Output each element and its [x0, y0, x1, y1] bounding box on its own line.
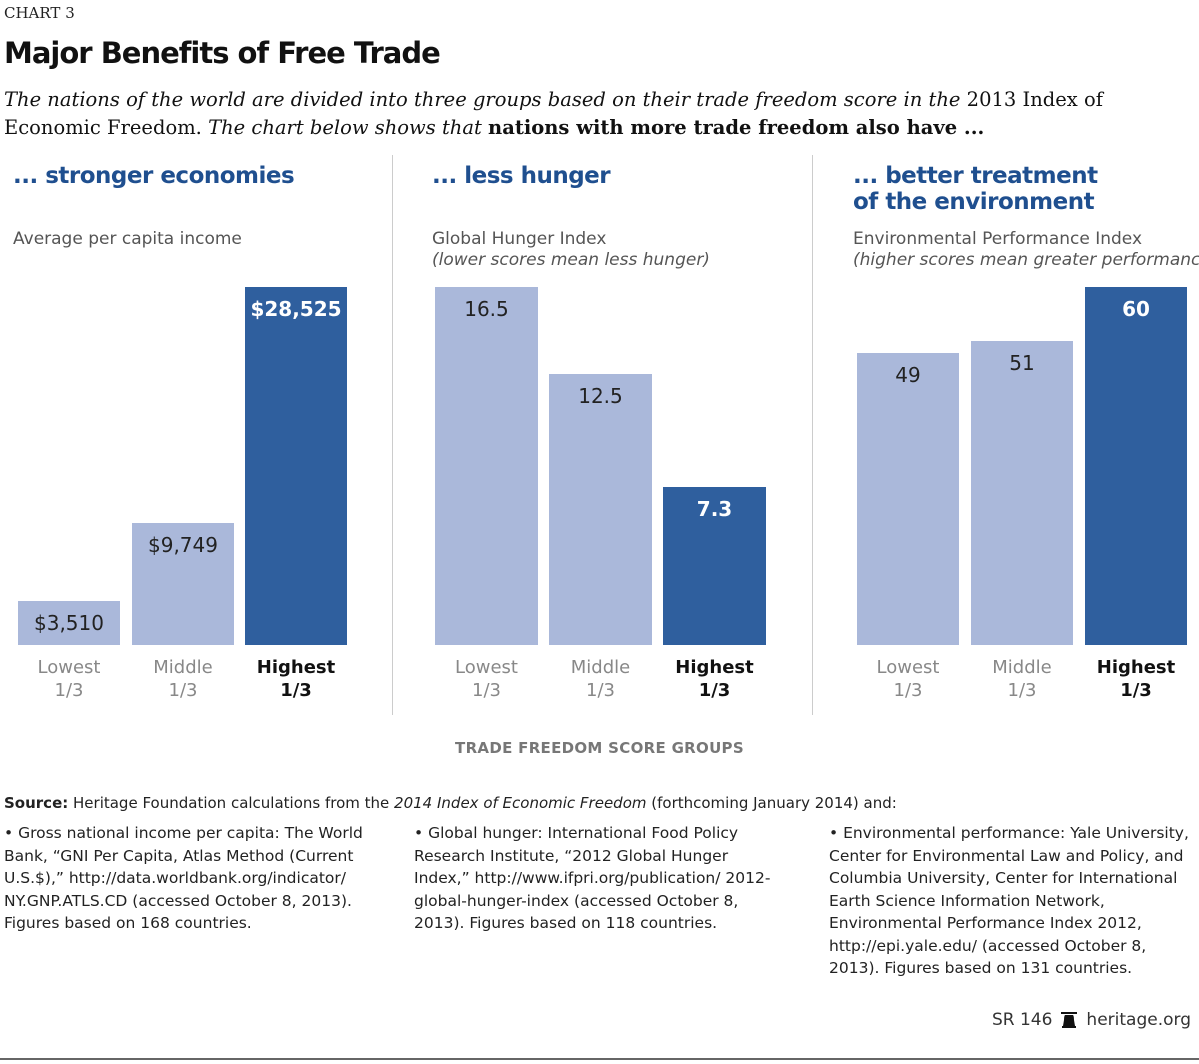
source-italic: 2014 Index of Economic Freedom [394, 794, 647, 812]
category-label: 1/3 [586, 680, 615, 701]
category-label: 1/3 [698, 680, 731, 701]
panel-title: ... stronger economies [13, 163, 295, 189]
liberty-bell-icon [1061, 1012, 1078, 1028]
report-number: SR 146 [991, 1010, 1053, 1030]
panel-measure: Global Hunger Index [432, 229, 607, 249]
bar-value-label: 12.5 [578, 383, 623, 408]
site-url: heritage.org [1086, 1010, 1191, 1030]
category-label: 1/3 [280, 680, 312, 701]
bar-income-1 [132, 522, 234, 645]
bar-value-label: $3,510 [34, 610, 104, 635]
source-note-hunger: • Global hunger: International Food Poli… [414, 824, 771, 932]
panel-measure: Environmental Performance Index [853, 229, 1143, 249]
source-text: (forthcoming January 2014) and: [646, 794, 897, 812]
panel-title: ... better treatment of the environment [853, 163, 1098, 215]
x-axis-label: TRADE FREEDOM SCORE GROUPS [455, 739, 744, 757]
chart-title: Major Benefits of Free Trade [4, 36, 441, 70]
bar-value-label: 49 [895, 362, 921, 387]
bar-value-label: 51 [1009, 350, 1035, 375]
bar-environment-1 [971, 340, 1073, 645]
category-label: 1/3 [1120, 680, 1152, 701]
panel-divider [392, 155, 393, 715]
bar-value-label: 16.5 [464, 297, 509, 321]
source-label: Source: [4, 794, 69, 812]
subtitle-part: The nations of the world are divided int… [4, 88, 967, 111]
source-note-environment: • Environmental performance: Yale Univer… [829, 824, 1189, 977]
source-line: Source: Heritage Foundation calculations… [4, 794, 897, 812]
category-label: Middle [570, 657, 631, 678]
bar-income-0 [18, 600, 120, 645]
bar-hunger-0 [435, 287, 538, 645]
bar-environment-2 [1085, 287, 1187, 645]
category-label: Lowest [37, 657, 101, 678]
bar-income-2 [245, 287, 347, 645]
subtitle-part: The chart below shows that [201, 116, 489, 139]
category-label: Lowest [455, 657, 518, 678]
chart-subtitle: The nations of the world are divided int… [4, 86, 1199, 142]
bar-environment-0 [857, 352, 959, 645]
subtitle-part: Index of Economic Freedom. [4, 88, 1103, 139]
panel-divider [812, 155, 813, 715]
category-label: Middle [153, 657, 213, 678]
category-label: 1/3 [1007, 680, 1037, 701]
panel-measure: Average per capita income [13, 229, 242, 249]
category-label: Lowest [876, 657, 940, 678]
panel-title: ... less hunger [432, 163, 611, 189]
bottom-rule [0, 1058, 1199, 1060]
category-label: Middle [992, 657, 1052, 678]
source-text: Heritage Foundation calculations from th… [68, 794, 395, 812]
bar-value-label: $28,525 [250, 297, 342, 321]
category-label: 1/3 [54, 680, 84, 701]
bar-hunger-2 [663, 486, 766, 645]
category-label: 1/3 [168, 680, 198, 701]
source-note-income: • Gross national income per capita: The … [4, 824, 363, 932]
subtitle-year: 2013 [966, 88, 1017, 111]
bar-value-label: $9,749 [148, 532, 218, 557]
category-label: 1/3 [893, 680, 923, 701]
category-label: Highest [1096, 657, 1176, 678]
panel-measure-note: (higher scores mean greater performance) [853, 250, 1199, 270]
bar-value-label: 7.3 [696, 496, 733, 521]
panel-measure-note: (lower scores mean less hunger) [432, 250, 710, 270]
bar-hunger-1 [549, 373, 652, 645]
bar-value-label: 60 [1122, 297, 1150, 321]
footer: SR 146 heritage.org [992, 1010, 1191, 1030]
category-label: 1/3 [472, 680, 501, 701]
category-label: Highest [675, 657, 754, 678]
subtitle-bold: nations with more trade freedom also hav… [488, 116, 985, 139]
category-label: Highest [256, 657, 336, 678]
chart-label: CHART 3 [4, 4, 75, 22]
